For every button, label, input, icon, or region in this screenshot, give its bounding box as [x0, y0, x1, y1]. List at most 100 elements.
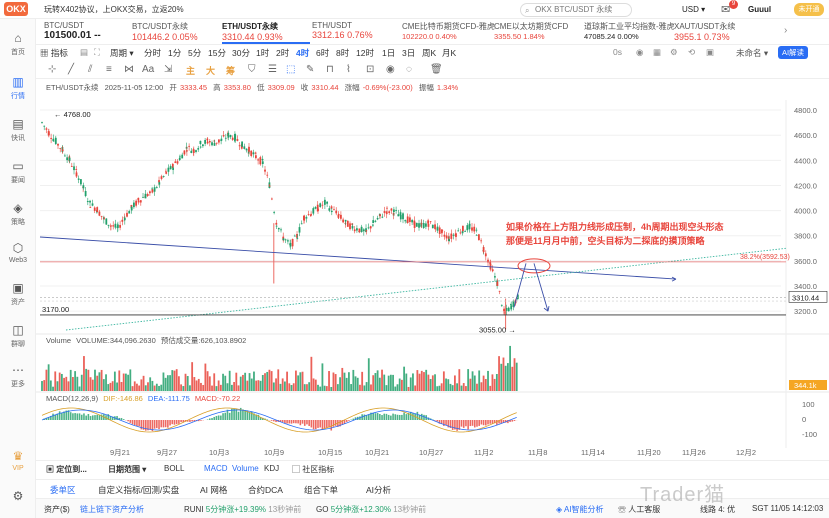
- tab-combo-order[interactable]: 组合下单: [304, 485, 339, 495]
- tf-8[interactable]: 6时: [316, 48, 330, 58]
- tf-13[interactable]: 周K: [422, 48, 437, 58]
- ai-interpret-button[interactable]: AI解读: [778, 46, 808, 59]
- sidebar-item-home[interactable]: ⌂ 首页: [0, 31, 36, 57]
- big-order-tool[interactable]: 大: [206, 66, 216, 76]
- channel-tool-icon[interactable]: ⫽: [88, 64, 93, 75]
- layout-icon[interactable]: ▤: [80, 47, 89, 57]
- tf-5[interactable]: 1时: [256, 48, 270, 58]
- assets-label[interactable]: 资产($): [44, 505, 70, 514]
- grid-layout-icon[interactable]: ▦: [653, 47, 662, 57]
- sidebar-item-flash[interactable]: ▤ 快讯: [0, 117, 36, 143]
- sidebar-item-strategy[interactable]: ◈ 策略: [0, 201, 36, 227]
- measure-tool-icon[interactable]: ⇲: [164, 64, 173, 75]
- sidebar-item-settings[interactable]: ⚙: [0, 489, 36, 505]
- price-chart[interactable]: ETH/USDT永续 2025-11-05 12:00 开 3333.45 高 …: [36, 80, 829, 460]
- tf-7[interactable]: 4时: [296, 48, 310, 58]
- sidebar-item-chat[interactable]: ◫ 群聊: [0, 323, 36, 349]
- ticker-next-icon[interactable]: ›: [784, 25, 788, 36]
- fullscreen-icon[interactable]: ⛶: [94, 47, 100, 57]
- macd-histogram-bar: [160, 420, 163, 428]
- tf-2[interactable]: 5分: [188, 48, 202, 58]
- select-tool-icon[interactable]: ⬚: [286, 64, 296, 75]
- ruler-icon[interactable]: ⌇: [346, 64, 351, 75]
- hide-icon[interactable]: ◌: [406, 64, 412, 75]
- connection-status[interactable]: 线路 4: 优: [700, 505, 736, 514]
- sidebar-item-assets[interactable]: ▣ 资产: [0, 281, 36, 307]
- lock-icon[interactable]: ⊡: [366, 64, 375, 75]
- sidebar-item-more[interactable]: ⋯ 更多: [0, 363, 36, 389]
- ticker-cme-eth[interactable]: CME以太坊期货CFD 3355.50 1.84%: [494, 21, 582, 44]
- crosshair-icon[interactable]: ⊹: [48, 64, 57, 75]
- line-tool-icon[interactable]: ╱: [68, 64, 75, 75]
- tab-ai-grid[interactable]: AI 网格: [200, 485, 228, 495]
- tab-custom-indicator[interactable]: 自定义指标/回测/实盘: [98, 485, 180, 495]
- macd-tab[interactable]: MACD: [204, 464, 228, 473]
- mail-icon[interactable]: ✉: [721, 4, 731, 16]
- macd-histogram-bar: [87, 414, 90, 420]
- sidebar-item-web3[interactable]: ⬡ Web3: [0, 241, 36, 264]
- mover-go[interactable]: GO 5分钟涨+12.30% 13秒钟前: [316, 504, 426, 515]
- ticker-eth-usdt[interactable]: ETH/USDT 3312.16 0.76%: [312, 21, 398, 44]
- okx-logo[interactable]: OKX: [4, 2, 28, 16]
- layers-icon[interactable]: ☰: [268, 64, 277, 75]
- tf-3[interactable]: 15分: [208, 48, 226, 58]
- text-tool-icon[interactable]: Aa: [142, 64, 155, 75]
- ticker-eth-perp[interactable]: ETH/USDT永续 3310.44 0.93%: [222, 21, 310, 44]
- macd-histogram-bar: [299, 420, 302, 426]
- pattern-tool-icon[interactable]: ⋈: [124, 64, 134, 75]
- tf-1[interactable]: 1分: [168, 48, 182, 58]
- trash-icon[interactable]: 🗑: [430, 64, 443, 75]
- sync-icon[interactable]: ⟲: [688, 47, 696, 57]
- tf-10[interactable]: 12时: [356, 48, 374, 58]
- candle-body: [395, 210, 398, 211]
- username[interactable]: Guuul: [748, 5, 772, 14]
- tf-14[interactable]: 月K: [442, 48, 457, 58]
- tf-6[interactable]: 2时: [276, 48, 290, 58]
- search-input[interactable]: ⌕ OKX BTC/USDT 永续: [520, 3, 632, 17]
- tf-11[interactable]: 1日: [382, 48, 396, 58]
- locate-button[interactable]: ▣ 定位到...: [46, 465, 87, 474]
- boll-tab[interactable]: BOLL: [164, 464, 185, 473]
- sidebar-item-vip[interactable]: ♛ VIP: [0, 449, 36, 472]
- tf-12[interactable]: 3日: [402, 48, 416, 58]
- settings-icon[interactable]: ⚙: [670, 47, 678, 57]
- tf-4[interactable]: 30分: [232, 48, 250, 58]
- date-range-button[interactable]: 日期范围 ▾: [108, 465, 147, 474]
- ticker-dow[interactable]: 道琼斯工业平均指数-雅虎 47085.24 0.00%: [584, 21, 675, 44]
- period-button[interactable]: 周期 ▾: [110, 48, 134, 58]
- sidebar-item-market[interactable]: ▥ 行情: [0, 75, 36, 101]
- currency-select[interactable]: USD ▾: [682, 5, 706, 14]
- magnet-icon[interactable]: ⊓: [326, 64, 334, 75]
- tf-0[interactable]: 分时: [144, 48, 162, 58]
- ticker-xaut[interactable]: XAUT/USDT永续 3955.1 0.73%: [674, 21, 770, 44]
- service-button[interactable]: ☏ 人工客服: [618, 504, 660, 515]
- ai-analysis-button[interactable]: ◈ AI智能分析: [556, 504, 604, 515]
- tab-ai-analysis[interactable]: AI分析: [366, 485, 392, 495]
- ticker-btc-perp[interactable]: BTC/USDT永续 101446.2 0.05%: [132, 21, 220, 44]
- strategy-icon: ◈: [13, 201, 23, 215]
- tf-9[interactable]: 8时: [336, 48, 350, 58]
- pen-tool-icon[interactable]: ✎: [306, 64, 315, 75]
- volume-bar: [339, 377, 341, 391]
- chip-tool[interactable]: 筹: [226, 66, 236, 76]
- sidebar-item-news[interactable]: ▭ 要闻: [0, 159, 36, 185]
- template-icon[interactable]: ▣: [706, 47, 715, 57]
- promo-text[interactable]: 玩转X402协议，上OKX交易，立返20%: [44, 5, 184, 14]
- community-indicator-button[interactable]: ▢ 社区指标: [292, 465, 335, 474]
- indicator-button[interactable]: ▦ 指标: [40, 48, 68, 58]
- vip-badge[interactable]: 未开通: [794, 3, 824, 16]
- ticker-btc-usdt[interactable]: BTC/USDT 101500.01 --: [44, 21, 130, 44]
- assets-analysis-link[interactable]: 链上链下资产分析: [80, 505, 144, 514]
- visibility-icon[interactable]: ◉: [386, 64, 395, 75]
- kdj-tab[interactable]: KDJ: [264, 464, 280, 473]
- ticker-cme-btc[interactable]: CME比特币期货CFD-雅虎 102220.0 0.40%: [402, 21, 495, 44]
- fib-tool-icon[interactable]: ≡: [106, 64, 112, 75]
- chart-svg[interactable]: ETH/USDT永续 2025-11-05 12:00 开 3333.45 高 …: [36, 80, 829, 460]
- tab-dca[interactable]: 合约DCA: [248, 485, 283, 495]
- mover-runi[interactable]: RUNI 5分钟涨+19.39% 13秒钟前: [184, 504, 301, 515]
- camera-icon[interactable]: ◉: [636, 47, 644, 57]
- volume-tab[interactable]: Volume: [232, 464, 259, 473]
- main-force-tool[interactable]: 主: [186, 66, 196, 76]
- template-select[interactable]: 未命名 ▾: [736, 48, 769, 58]
- event-tool-icon[interactable]: ⛉: [248, 64, 256, 75]
